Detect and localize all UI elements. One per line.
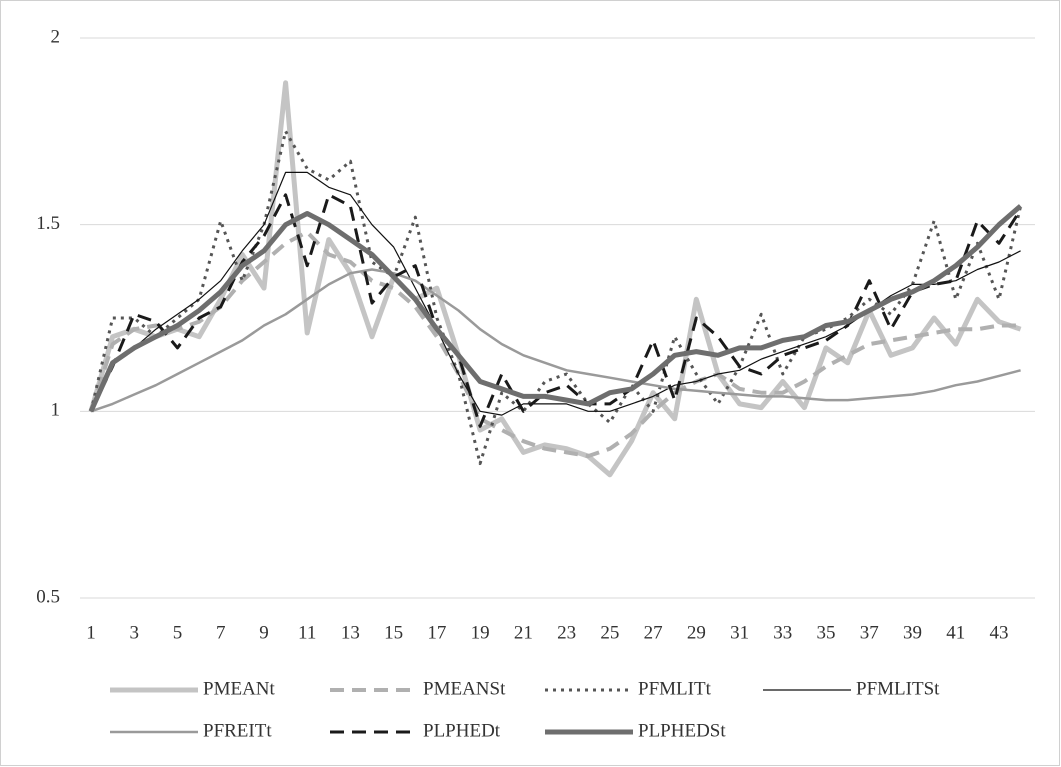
- y-tick-label: 1.5: [36, 213, 60, 234]
- x-tick-label: 37: [860, 622, 879, 643]
- x-tick-label: 39: [903, 622, 922, 643]
- x-tick-label: 43: [990, 622, 1009, 643]
- x-tick-label: 25: [600, 622, 619, 643]
- legend-label: PFMLITSt: [856, 678, 940, 699]
- x-tick-label: 15: [384, 622, 403, 643]
- series-line: [89, 230, 1021, 459]
- x-tick-label: 21: [514, 622, 533, 643]
- x-tick-label: 7: [216, 622, 226, 643]
- x-tick-label: 29: [687, 622, 706, 643]
- y-tick-label: 1: [51, 400, 61, 421]
- series-line: [90, 268, 1021, 413]
- x-tick-label: 11: [298, 622, 316, 643]
- x-tick-label: 9: [259, 622, 269, 643]
- x-tick-label: 23: [557, 622, 576, 643]
- legend-label: PFREITt: [203, 720, 272, 741]
- series-line: [88, 80, 1022, 478]
- x-tick-label: 33: [773, 622, 792, 643]
- legend-label: PFMLITt: [638, 678, 712, 699]
- x-tick-label: 1: [86, 622, 96, 643]
- legend-label: PMEANt: [203, 678, 276, 699]
- x-tick-label: 31: [730, 622, 749, 643]
- x-tick-label: 13: [341, 622, 360, 643]
- legend-label: PLPHEDt: [423, 720, 501, 741]
- series-line: [89, 193, 1022, 428]
- x-tick-label: 17: [427, 622, 446, 643]
- y-tick-label: 2: [51, 26, 61, 47]
- x-tick-label: 35: [817, 622, 836, 643]
- y-tick-label: 0.5: [36, 586, 60, 607]
- x-tick-label: 5: [173, 622, 183, 643]
- legend-label: PLPHEDSt: [638, 720, 726, 741]
- legend-label: PMEANSt: [423, 678, 506, 699]
- x-tick-label: 19: [471, 622, 490, 643]
- series-line: [88, 204, 1023, 413]
- x-tick-label: 3: [129, 622, 139, 643]
- x-tick-label: 41: [946, 622, 965, 643]
- x-tick-label: 27: [644, 622, 663, 643]
